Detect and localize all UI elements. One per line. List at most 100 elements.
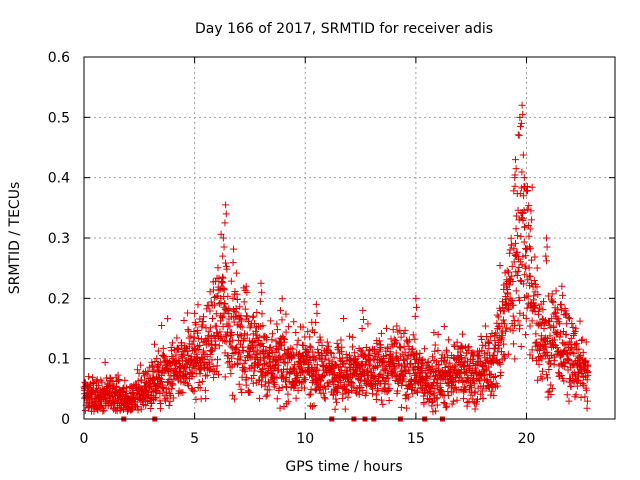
data-point xyxy=(409,331,417,339)
data-point xyxy=(471,405,479,413)
data-point xyxy=(516,113,524,121)
data-point xyxy=(527,256,535,264)
data-point xyxy=(583,397,591,405)
data-point xyxy=(185,382,193,390)
data-point xyxy=(179,389,187,397)
data-point xyxy=(333,398,341,406)
data-point xyxy=(556,301,564,309)
data-point xyxy=(579,348,587,356)
data-point xyxy=(528,317,536,325)
data-point xyxy=(329,390,337,398)
data-point xyxy=(497,368,505,376)
data-point xyxy=(356,382,364,390)
data-point xyxy=(475,357,483,365)
data-point xyxy=(200,347,208,355)
data-point xyxy=(337,336,345,344)
data-point xyxy=(211,344,219,352)
data-point xyxy=(235,380,243,388)
data-point xyxy=(567,382,575,390)
data-point xyxy=(570,350,578,358)
data-point xyxy=(230,318,238,326)
data-point xyxy=(510,258,518,266)
data-point xyxy=(520,238,528,246)
data-point xyxy=(218,314,226,322)
x-tick-label: 5 xyxy=(190,431,199,447)
data-point xyxy=(523,304,531,312)
data-point xyxy=(263,368,271,376)
data-point xyxy=(243,331,251,339)
data-point xyxy=(346,332,354,340)
data-point xyxy=(216,328,224,336)
data-point xyxy=(505,304,513,312)
data-point xyxy=(374,351,382,359)
data-point xyxy=(219,234,227,242)
data-point xyxy=(554,315,562,323)
data-point xyxy=(386,385,394,393)
data-point xyxy=(226,322,234,330)
data-point xyxy=(222,201,230,209)
data-point xyxy=(404,393,412,401)
data-point xyxy=(403,355,411,363)
data-point xyxy=(433,394,441,402)
data-point xyxy=(348,380,356,388)
data-point xyxy=(339,390,347,398)
data-point xyxy=(374,363,382,371)
data-point xyxy=(201,386,209,394)
data-point xyxy=(509,301,517,309)
data-point xyxy=(519,216,527,224)
data-point xyxy=(319,389,327,397)
data-point xyxy=(310,402,318,410)
data-point xyxy=(228,354,236,362)
data-point xyxy=(539,306,547,314)
y-axis-label: SRMTID / TECUs xyxy=(7,182,23,295)
data-point xyxy=(191,346,199,354)
data-point xyxy=(196,341,204,349)
data-points xyxy=(80,101,592,422)
data-point xyxy=(408,348,416,356)
data-point xyxy=(411,335,419,343)
data-point xyxy=(506,246,514,254)
x-tick-label: 10 xyxy=(296,431,314,447)
data-point xyxy=(294,386,302,394)
data-point xyxy=(158,321,166,329)
data-point xyxy=(345,388,353,396)
data-point xyxy=(511,182,519,190)
data-point xyxy=(190,387,198,395)
data-point xyxy=(548,385,556,393)
data-point xyxy=(471,389,479,397)
data-point xyxy=(440,322,448,330)
data-point xyxy=(578,369,586,377)
data-point xyxy=(321,395,329,403)
data-point xyxy=(532,301,540,309)
data-point xyxy=(449,388,457,396)
data-point xyxy=(182,345,190,353)
data-point xyxy=(522,314,530,322)
data-point xyxy=(236,322,244,330)
data-point xyxy=(227,342,235,350)
data-point xyxy=(346,357,354,365)
data-point xyxy=(437,387,445,395)
data-point xyxy=(511,156,519,164)
data-point xyxy=(330,381,338,389)
chart-title: Day 166 of 2017, SRMTID for receiver adi… xyxy=(195,21,493,37)
data-point xyxy=(219,323,227,331)
data-point xyxy=(359,306,367,314)
data-point xyxy=(542,252,550,260)
data-point xyxy=(431,341,439,349)
data-point xyxy=(516,309,524,317)
data-point xyxy=(575,345,583,353)
data-point xyxy=(514,232,522,240)
data-point xyxy=(294,336,302,344)
data-point xyxy=(430,378,438,386)
data-point xyxy=(276,341,284,349)
data-point xyxy=(249,312,257,320)
data-point xyxy=(331,360,339,368)
data-point xyxy=(522,252,530,260)
data-point xyxy=(341,405,349,413)
data-point xyxy=(271,381,279,389)
data-point xyxy=(514,131,522,139)
data-point xyxy=(525,202,533,210)
data-point xyxy=(153,363,161,371)
data-point xyxy=(185,334,193,342)
data-point xyxy=(400,330,408,338)
